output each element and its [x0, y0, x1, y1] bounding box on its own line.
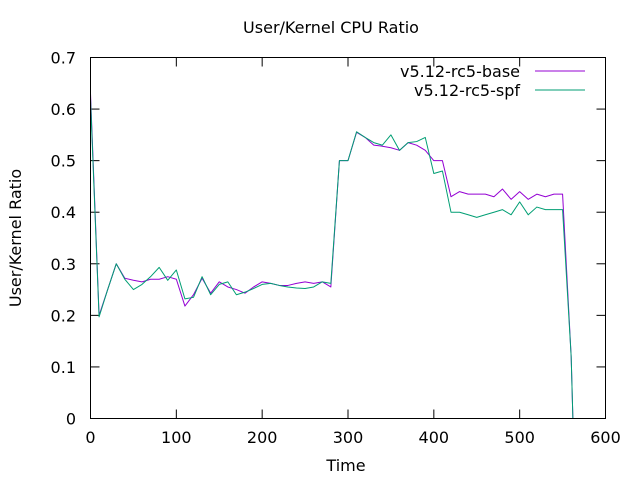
y-tick-label: 0: [66, 410, 76, 429]
y-tick-label: 0.7: [51, 49, 76, 68]
y-axis-label: User/Kernel Ratio: [6, 169, 25, 307]
x-axis: 0 100 200 300 400 500 600: [85, 57, 621, 447]
series-lines: [90, 93, 574, 419]
y-tick-label: 0.3: [51, 255, 76, 274]
x-axis-label: Time: [325, 456, 365, 475]
x-tick-label: 0: [85, 428, 95, 447]
x-tick-label: 600: [590, 428, 621, 447]
plot-frame: [90, 57, 606, 419]
y-tick-label: 0.4: [51, 203, 76, 222]
y-tick-label: 0.5: [51, 152, 76, 171]
x-tick-label: 400: [419, 428, 450, 447]
chart-title: User/Kernel CPU Ratio: [243, 18, 419, 37]
legend-label-spf: v5.12-rc5-spf: [414, 81, 520, 100]
x-tick-label: 500: [504, 428, 535, 447]
y-tick-label: 0.2: [51, 306, 76, 325]
y-axis: 0 0.1 0.2 0.3 0.4 0.5 0.6 0.7: [51, 49, 606, 429]
x-tick-label: 300: [333, 428, 364, 447]
legend: v5.12-rc5-base v5.12-rc5-spf: [400, 62, 585, 100]
y-tick-label: 0.6: [51, 100, 76, 119]
series-line-spf: [90, 98, 574, 419]
y-tick-label: 0.1: [51, 358, 76, 377]
x-tick-label: 100: [161, 428, 192, 447]
legend-label-base: v5.12-rc5-base: [400, 62, 520, 81]
x-tick-label: 200: [247, 428, 278, 447]
